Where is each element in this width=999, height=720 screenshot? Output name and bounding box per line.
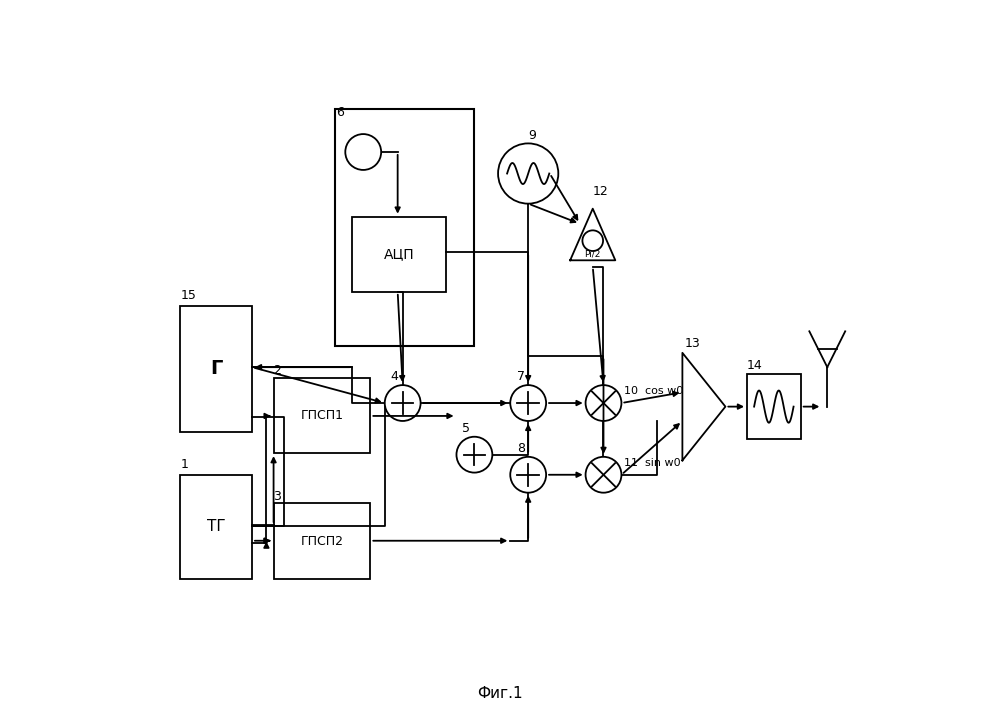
Circle shape [510, 385, 546, 421]
Text: 3: 3 [274, 490, 282, 503]
Text: 14: 14 [747, 359, 762, 372]
Text: 15: 15 [181, 289, 196, 302]
Text: 8: 8 [516, 442, 524, 455]
Text: ТГ: ТГ [207, 519, 226, 534]
Circle shape [346, 134, 382, 170]
Circle shape [585, 456, 621, 492]
FancyBboxPatch shape [335, 109, 475, 346]
Circle shape [457, 437, 493, 472]
Text: 12: 12 [592, 185, 608, 198]
Text: Фиг.1: Фиг.1 [477, 685, 522, 701]
FancyBboxPatch shape [181, 474, 252, 579]
Text: ГПСП2: ГПСП2 [301, 534, 344, 548]
Text: 6: 6 [336, 106, 344, 119]
FancyBboxPatch shape [181, 306, 252, 432]
Text: 5: 5 [463, 422, 471, 435]
FancyBboxPatch shape [274, 503, 371, 579]
Polygon shape [682, 353, 725, 460]
Text: 10  cos w0: 10 cos w0 [623, 387, 683, 397]
FancyBboxPatch shape [353, 217, 446, 292]
Circle shape [499, 143, 558, 204]
Text: 9: 9 [528, 129, 536, 142]
Text: ГПСП1: ГПСП1 [301, 409, 344, 422]
Text: 13: 13 [684, 337, 700, 350]
Text: Г: Г [210, 359, 223, 379]
Text: 4: 4 [391, 370, 399, 383]
FancyBboxPatch shape [274, 378, 371, 453]
Text: АЦП: АЦП [384, 247, 415, 261]
Circle shape [510, 456, 546, 492]
Polygon shape [570, 209, 615, 261]
FancyBboxPatch shape [747, 374, 801, 439]
Text: Pi/2: Pi/2 [584, 250, 601, 258]
Circle shape [582, 230, 603, 251]
Circle shape [585, 385, 621, 421]
Text: 7: 7 [516, 370, 524, 383]
Circle shape [385, 385, 421, 421]
Text: 11  sin w0: 11 sin w0 [623, 458, 680, 468]
Text: 1: 1 [181, 458, 188, 471]
Text: 2: 2 [274, 364, 282, 377]
